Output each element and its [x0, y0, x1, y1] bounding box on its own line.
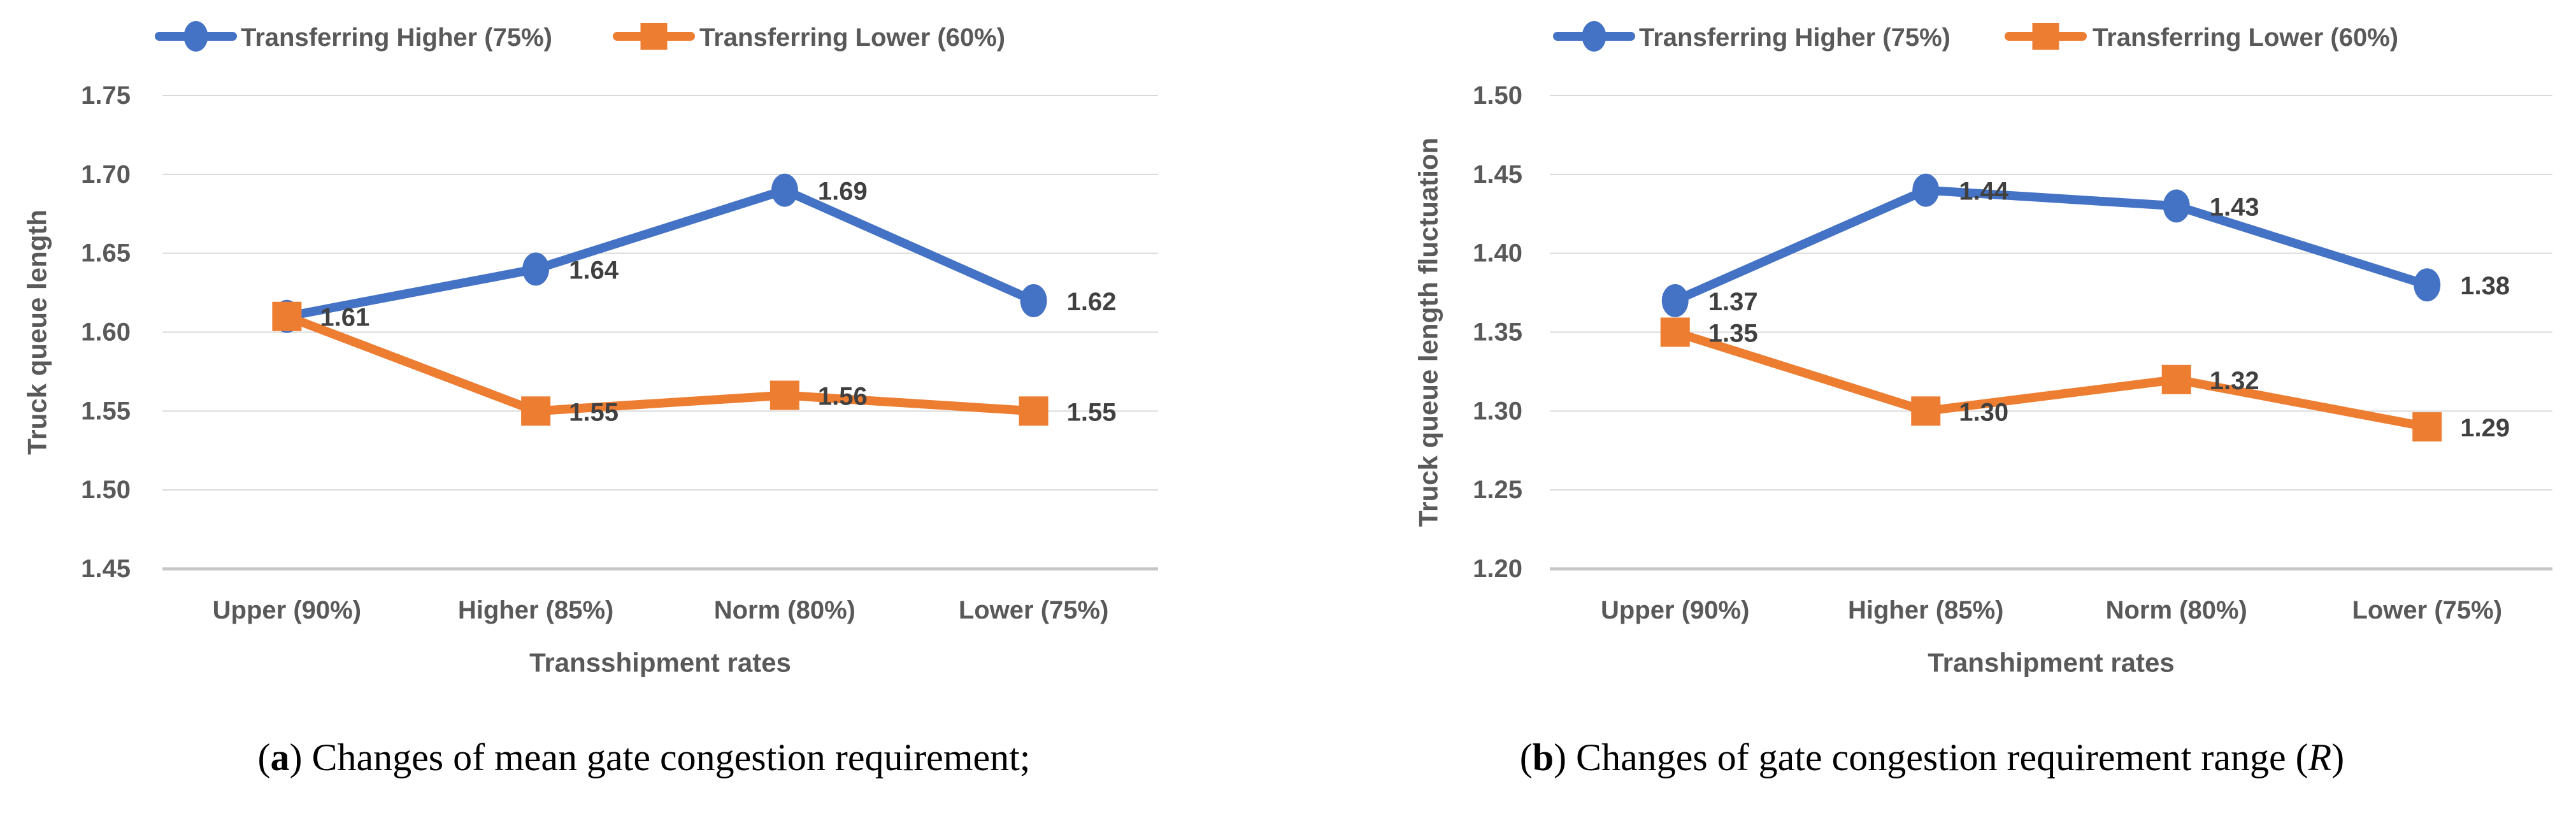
y-tick-label: 1.70	[81, 161, 131, 189]
data-label: 1.35	[1708, 320, 1758, 348]
caption-text-part: a	[270, 736, 290, 778]
legend-item: Transferring Higher (75%)	[155, 21, 552, 52]
legend-item: Transferring Lower (60%)	[613, 23, 1005, 52]
y-tick-label: 1.45	[81, 555, 131, 583]
data-point-marker-circle	[1020, 283, 1047, 317]
chart-a-canvas: 1.75 1.70 1.65 1.60 1.55 1.50 1.45 Upper (90%) H…	[22, 21, 1158, 678]
x-tick-label: Norm (80%)	[714, 596, 855, 624]
data-label: 1.29	[2460, 414, 2510, 442]
legend-circle-marker-icon	[183, 21, 208, 52]
data-label: 1.43	[2210, 193, 2259, 221]
data-label: 1.55	[1067, 398, 1117, 426]
y-tick-label: 1.60	[81, 318, 131, 347]
data-point-marker-square	[769, 380, 799, 410]
data-point-marker-circle	[1661, 283, 1689, 317]
caption-text-part: (	[1519, 736, 1533, 778]
y-axis-title: Truck queue length fluctuation	[1413, 138, 1443, 527]
chart-b-canvas: 1.50 1.45 1.40 1.35 1.30 1.25 1.20 Upper (90%) H…	[1413, 21, 2552, 678]
data-label: 1.37	[1708, 288, 1758, 316]
x-tick-label: Higher (85%)	[1848, 596, 2004, 624]
legend-item: Transferring Higher (75%)	[1553, 21, 1950, 52]
data-label: 1.56	[818, 383, 868, 411]
caption-b: (b) Changes of gate congestion requireme…	[1288, 691, 2576, 823]
data-point-marker-circle	[771, 173, 798, 207]
y-tick-label: 1.25	[1473, 476, 1522, 504]
data-label: 1.61	[320, 304, 369, 332]
data-point-marker-square	[1911, 396, 1941, 426]
y-tick-label: 1.35	[1473, 318, 1522, 347]
caption-text-part: b	[1532, 736, 1554, 778]
y-tick-label: 1.65	[81, 240, 131, 268]
data-point-marker-circle	[2414, 268, 2441, 302]
series-line-transferring-lower	[282, 311, 1038, 416]
x-tick-label: Lower (75%)	[959, 596, 1109, 624]
data-label: 1.30	[1959, 398, 2008, 426]
legend-label: Transferring Lower (60%)	[2093, 24, 2398, 52]
legend-label: Transferring Higher (75%)	[241, 24, 552, 52]
data-point-marker-square	[2412, 412, 2442, 442]
x-axis-title: Transhipment rates	[1928, 648, 2174, 678]
data-point-marker-square	[521, 396, 551, 426]
caption-a: (a) Changes of mean gate congestion requ…	[0, 691, 1288, 823]
series-line-transferring-lower	[1670, 327, 2432, 432]
data-label: 1.32	[2210, 367, 2259, 395]
legend-label: Transferring Higher (75%)	[1639, 24, 1950, 52]
figure-b: 1.50 1.45 1.40 1.35 1.30 1.25 1.20 Upper (90%) H…	[1288, 0, 2576, 823]
caption-text-part: ) Changes of mean gate congestion requir…	[289, 736, 1031, 778]
y-tick-label: 1.45	[1473, 161, 1522, 189]
y-tick-label: 1.75	[81, 82, 131, 110]
caption-text-part: (	[257, 736, 271, 778]
legend-square-marker-icon	[2032, 23, 2059, 50]
series-line-transferring-higher	[282, 185, 1038, 321]
data-point-marker-square	[272, 301, 302, 331]
y-tick-label: 1.20	[1473, 555, 1522, 583]
x-axis-title: Transshipment rates	[529, 648, 791, 678]
y-tick-label: 1.55	[81, 397, 131, 425]
data-label: 1.64	[569, 256, 619, 284]
legend-label: Transferring Lower (60%)	[699, 24, 1005, 52]
y-tick-label: 1.50	[81, 476, 131, 504]
data-point-marker-circle	[522, 252, 550, 286]
data-point-marker-circle	[1912, 173, 1940, 207]
caption-text-part: R	[2308, 736, 2332, 778]
x-tick-label: Higher (85%)	[458, 596, 614, 624]
x-tick-label: Norm (80%)	[2106, 596, 2247, 624]
caption-text-part: ) Changes of gate congestion requirement…	[1554, 736, 2308, 778]
x-tick-label: Lower (75%)	[2352, 596, 2502, 624]
legend-circle-marker-icon	[1582, 21, 1606, 52]
data-label: 1.55	[569, 398, 619, 426]
data-point-marker-square	[2161, 364, 2191, 394]
figure-a: 1.75 1.70 1.65 1.60 1.55 1.50 1.45 Upper (90%) H…	[0, 21, 1288, 823]
data-label: 1.62	[1067, 288, 1117, 316]
y-tick-label: 1.50	[1473, 82, 1522, 110]
data-point-marker-square	[1019, 396, 1048, 426]
y-tick-label: 1.30	[1473, 397, 1522, 425]
data-label: 1.44	[1959, 178, 2009, 206]
data-label: 1.69	[818, 178, 868, 206]
data-point-marker-square	[1660, 317, 1690, 347]
legend-item: Transferring Lower (60%)	[2005, 23, 2398, 52]
y-tick-label: 1.40	[1473, 240, 1522, 268]
series-line-transferring-higher	[1670, 185, 2432, 305]
x-tick-label: Upper (90%)	[213, 596, 361, 624]
x-tick-label: Upper (90%)	[1601, 596, 1749, 624]
y-axis-title: Truck queue length	[22, 210, 52, 455]
legend-square-marker-icon	[640, 23, 668, 50]
caption-text-part: )	[2331, 736, 2345, 778]
data-point-marker-circle	[2163, 189, 2190, 223]
data-label: 1.38	[2460, 272, 2510, 300]
